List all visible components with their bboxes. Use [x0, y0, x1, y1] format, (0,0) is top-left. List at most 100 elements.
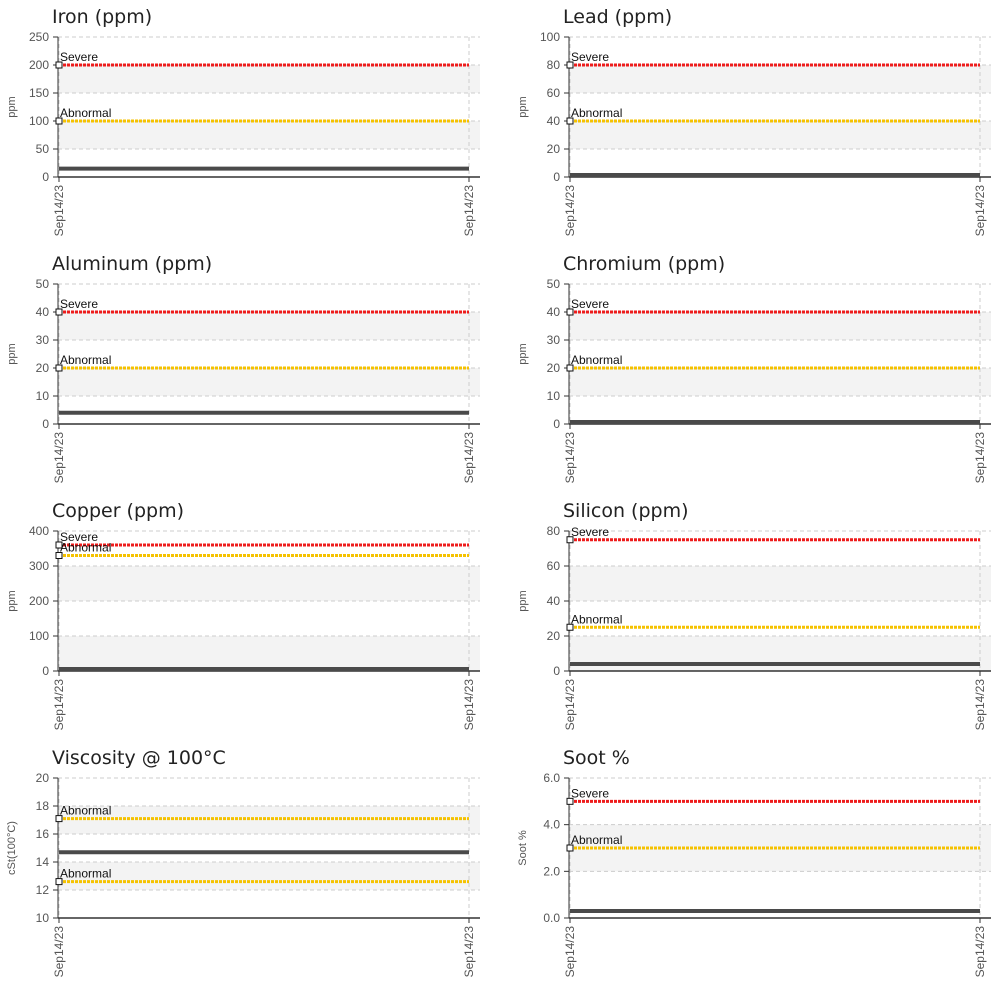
- x-tick-label: Sep14/23: [52, 926, 66, 978]
- y-tick-label: 300: [29, 559, 49, 573]
- x-tick-label: Sep14/23: [563, 185, 577, 237]
- y-tick-label: 0: [553, 417, 560, 431]
- y-tick-label: 200: [29, 594, 49, 608]
- chart-title: Soot %: [563, 747, 630, 769]
- y-tick-label: 0: [42, 170, 49, 184]
- chart-svg: Viscosity @ 100°C101214161820cSt(100°C)S…: [0, 741, 498, 988]
- y-tick-label: 0: [42, 664, 49, 678]
- plot-band: [58, 65, 480, 93]
- plot-band: [58, 862, 480, 890]
- plot-band: [58, 121, 480, 149]
- plot-band: [569, 566, 991, 601]
- y-tick-label: 100: [29, 114, 49, 128]
- y-tick-label: 100: [540, 30, 560, 44]
- y-tick-label: 20: [36, 771, 50, 785]
- y-tick-label: 150: [29, 86, 49, 100]
- chart-panel: Iron (ppm) 0 50 100 150 200 250 ppm Sep14/23 Sep1…: [0, 0, 498, 247]
- y-tick-label: 60: [547, 86, 561, 100]
- y-tick-label: 400: [29, 524, 49, 538]
- y-tick-label: 40: [547, 305, 561, 319]
- plot-band: [58, 368, 480, 396]
- y-axis-label: Soot %: [517, 830, 529, 866]
- threshold-label: Abnormal: [60, 541, 111, 555]
- chart-svg: Silicon (ppm) 0 20 40 60 80 ppm Sep14/23 Sep14/2…: [511, 494, 996, 741]
- y-tick-label: 20: [547, 142, 561, 156]
- plot-band: [569, 312, 991, 340]
- y-tick-label: 0: [553, 664, 560, 678]
- y-tick-label: 10: [36, 911, 50, 925]
- y-tick-label: 40: [547, 594, 561, 608]
- threshold-label: Abnormal: [571, 353, 622, 367]
- y-tick-label: 40: [36, 305, 50, 319]
- y-tick-label: 6.0: [543, 771, 560, 785]
- plot-band: [58, 566, 480, 601]
- x-tick-label: Sep14/23: [563, 679, 577, 731]
- plot-band: [58, 636, 480, 671]
- threshold-label: Severe: [571, 525, 609, 539]
- threshold-label: Abnormal: [60, 804, 111, 818]
- threshold-label: Abnormal: [571, 106, 622, 120]
- y-axis-label: ppm: [6, 96, 18, 117]
- y-tick-label: 30: [547, 333, 561, 347]
- chart-title: Viscosity @ 100°C: [52, 747, 226, 769]
- x-tick-label: Sep14/23: [973, 679, 987, 731]
- y-axis-label: ppm: [517, 96, 529, 117]
- chart-title: Silicon (ppm): [563, 500, 689, 522]
- y-tick-label: 60: [547, 559, 561, 573]
- x-tick-label: Sep14/23: [52, 679, 66, 731]
- threshold-label: Abnormal: [60, 867, 111, 881]
- y-tick-label: 0: [553, 170, 560, 184]
- x-tick-label: Sep14/23: [973, 926, 987, 978]
- chart-svg: Iron (ppm) 0 50 100 150 200 250 ppm Sep14/23 Sep1…: [0, 0, 498, 247]
- y-tick-label: 50: [36, 277, 50, 291]
- x-tick-label: Sep14/23: [462, 432, 476, 484]
- x-tick-label: Sep14/23: [973, 432, 987, 484]
- threshold-label: Severe: [60, 50, 98, 64]
- threshold-label: Abnormal: [571, 612, 622, 626]
- threshold-label: Abnormal: [60, 106, 111, 120]
- chart-title: Chromium (ppm): [563, 253, 725, 275]
- threshold-label: Abnormal: [60, 353, 111, 367]
- x-tick-label: Sep14/23: [973, 185, 987, 237]
- y-tick-label: 250: [29, 30, 49, 44]
- y-tick-label: 80: [547, 524, 561, 538]
- plot-band: [58, 312, 480, 340]
- y-axis-label: cSt(100°C): [6, 821, 18, 875]
- y-tick-label: 20: [547, 361, 561, 375]
- y-tick-label: 14: [36, 855, 50, 869]
- y-tick-label: 30: [36, 333, 50, 347]
- y-tick-label: 10: [36, 389, 50, 403]
- y-axis-label: ppm: [517, 343, 529, 364]
- x-tick-label: Sep14/23: [52, 185, 66, 237]
- y-tick-label: 50: [36, 142, 50, 156]
- y-tick-label: 20: [547, 629, 561, 643]
- y-tick-label: 200: [29, 58, 49, 72]
- threshold-label: Severe: [571, 297, 609, 311]
- chart-panel: Silicon (ppm) 0 20 40 60 80 ppm Sep14/23 Sep14/2…: [511, 494, 996, 741]
- y-tick-label: 80: [547, 58, 561, 72]
- x-tick-label: Sep14/23: [563, 432, 577, 484]
- y-tick-label: 10: [547, 389, 561, 403]
- x-tick-label: Sep14/23: [462, 926, 476, 978]
- threshold-label: Abnormal: [571, 833, 622, 847]
- chart-title: Copper (ppm): [52, 500, 184, 522]
- y-tick-label: 12: [36, 883, 50, 897]
- y-tick-label: 40: [547, 114, 561, 128]
- y-tick-label: 18: [36, 799, 50, 813]
- x-tick-label: Sep14/23: [462, 679, 476, 731]
- threshold-label: Severe: [571, 50, 609, 64]
- threshold-label: Severe: [571, 786, 609, 800]
- y-axis-label: ppm: [517, 590, 529, 611]
- x-tick-label: Sep14/23: [462, 185, 476, 237]
- x-tick-label: Sep14/23: [563, 926, 577, 978]
- y-tick-label: 4.0: [543, 818, 560, 832]
- chart-title: Iron (ppm): [52, 6, 152, 28]
